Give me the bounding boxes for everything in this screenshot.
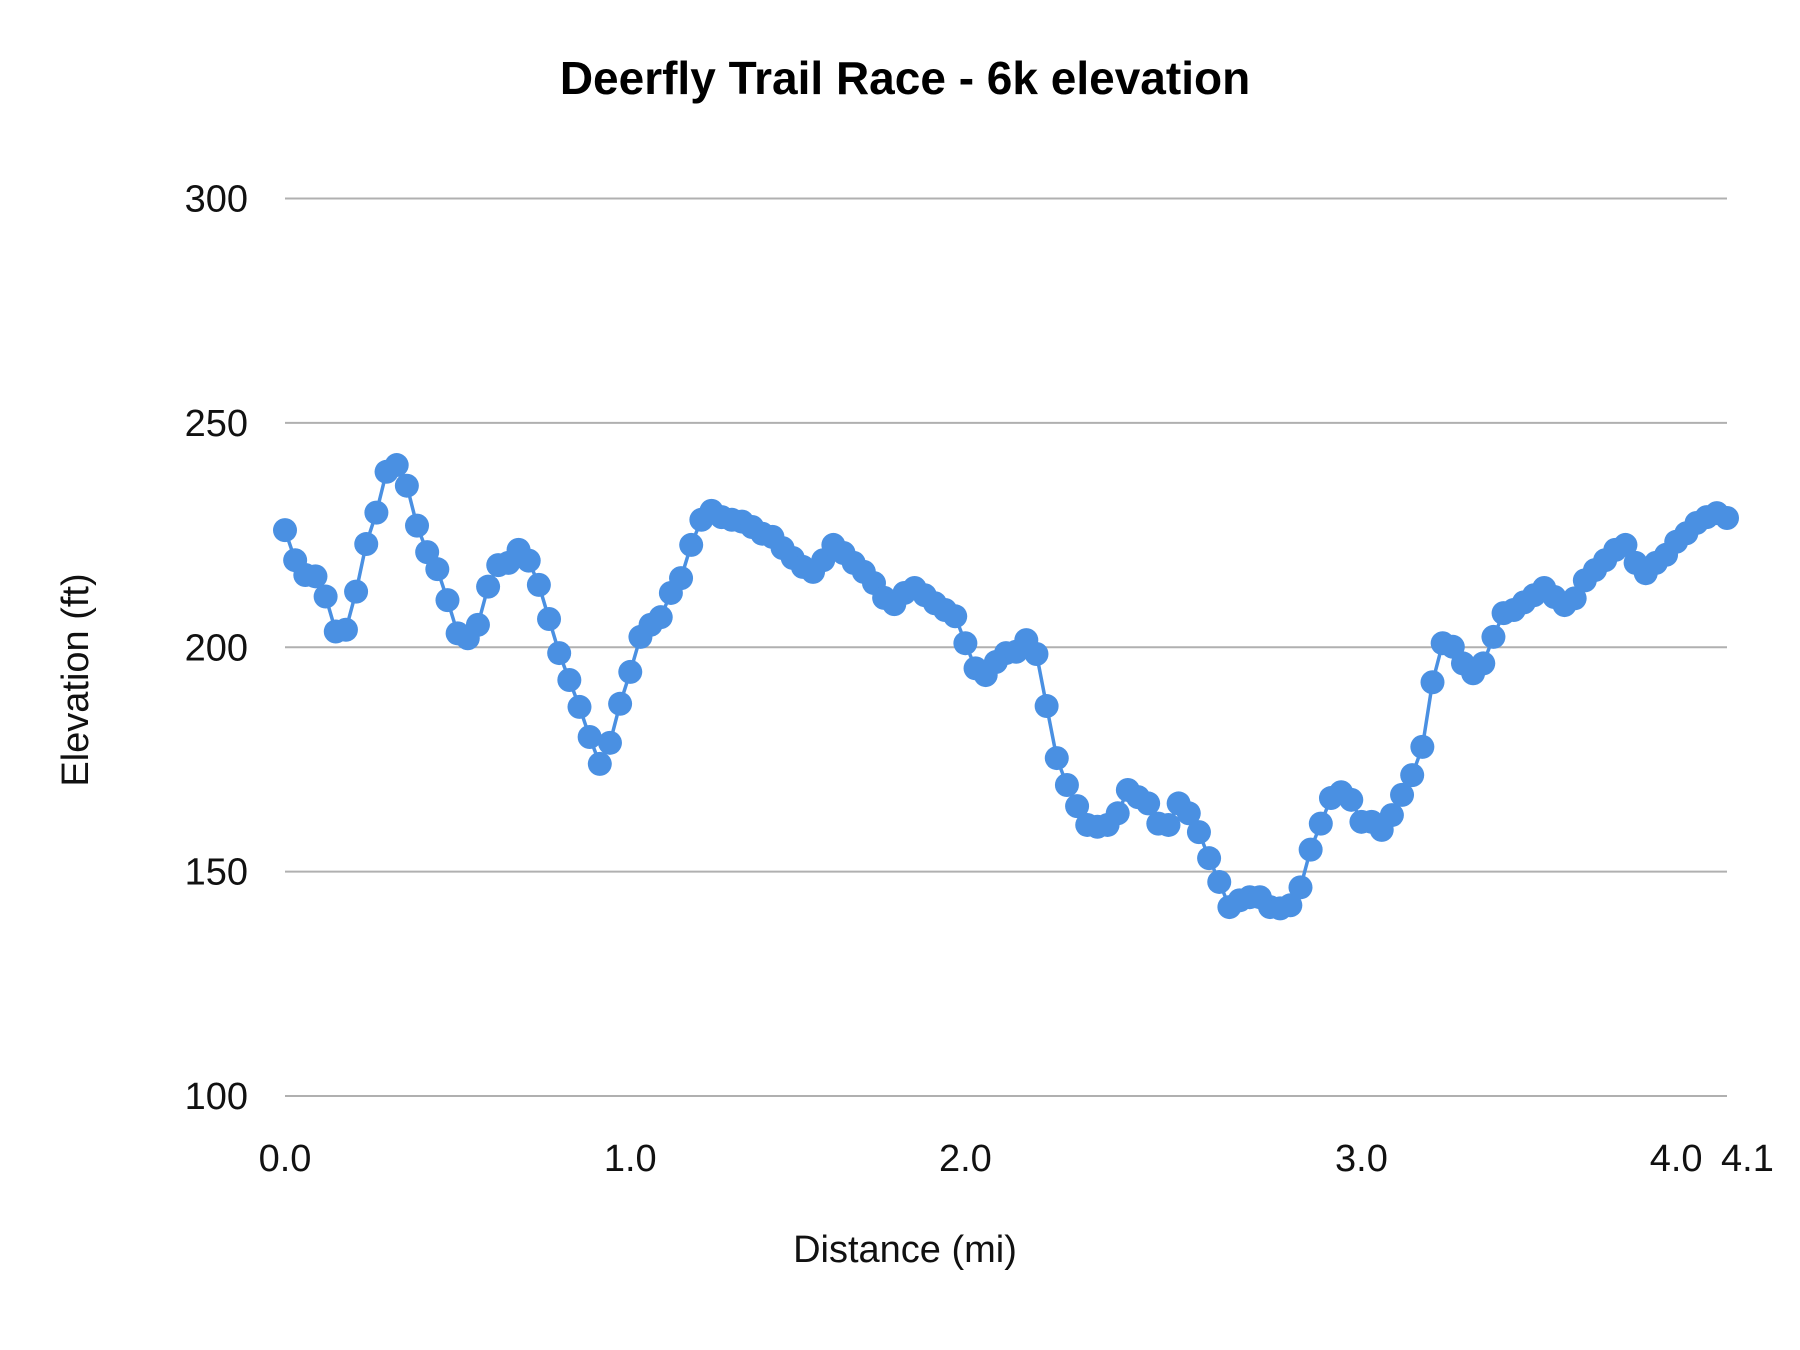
data-point: [669, 566, 694, 591]
data-point: [1065, 794, 1090, 819]
data-point: [679, 532, 704, 557]
data-point: [1390, 782, 1415, 807]
data-point: [1054, 773, 1079, 798]
data-point: [1410, 734, 1435, 759]
data-point: [465, 612, 490, 637]
x-tick-label: 4.0: [1650, 1138, 1703, 1180]
x-tick-label: 0.0: [259, 1138, 312, 1180]
elevation-series: [273, 453, 1739, 921]
y-tick-label: 300: [185, 179, 248, 221]
data-point: [587, 751, 612, 776]
data-point: [1379, 803, 1404, 828]
data-point: [547, 641, 572, 666]
x-axis-title: Distance (mi): [793, 1229, 1017, 1271]
data-point: [1715, 506, 1739, 531]
data-point: [608, 691, 633, 716]
data-point: [354, 532, 379, 557]
data-point: [1420, 670, 1445, 695]
data-point: [1400, 763, 1425, 788]
data-point: [364, 500, 389, 525]
data-point: [1044, 746, 1069, 771]
x-tick-label: 1.0: [604, 1138, 657, 1180]
elevation-line: [283, 463, 1728, 911]
data-point: [273, 518, 297, 543]
data-point: [943, 604, 968, 629]
data-point: [1288, 875, 1313, 900]
data-point: [394, 473, 419, 498]
data-point: [1471, 651, 1496, 676]
data-point: [557, 668, 582, 693]
data-point: [1481, 624, 1506, 649]
data-point: [577, 725, 602, 749]
data-point: [597, 730, 622, 755]
data-point: [425, 557, 450, 582]
data-point: [1562, 586, 1587, 611]
data-point: [618, 659, 643, 684]
data-point: [405, 513, 430, 538]
data-point: [344, 579, 369, 604]
x-tick-label: 3.0: [1335, 1138, 1388, 1180]
data-point: [1186, 820, 1211, 845]
x-axis-ticks: 0.0 1.0 2.0 3.0 4.0 4.1: [259, 1138, 1774, 1180]
data-point: [516, 548, 541, 573]
y-tick-label: 250: [185, 403, 248, 445]
data-point: [648, 605, 673, 630]
chart-title: Deerfly Trail Race - 6k elevation: [560, 52, 1250, 104]
data-point: [435, 588, 460, 613]
data-point: [303, 564, 328, 589]
data-point: [953, 631, 978, 656]
data-point: [1176, 801, 1201, 826]
y-axis-title: Elevation (ft): [55, 573, 97, 786]
data-point: [567, 694, 592, 719]
data-point: [1298, 837, 1323, 862]
data-point: [537, 606, 562, 631]
data-point: [1136, 791, 1161, 816]
data-point: [1197, 846, 1222, 871]
y-tick-label: 100: [185, 1076, 248, 1118]
data-point: [333, 617, 358, 642]
data-point: [1207, 869, 1232, 894]
data-point: [1613, 532, 1638, 557]
data-point: [476, 574, 501, 599]
y-tick-label: 150: [185, 852, 248, 894]
data-point: [1156, 812, 1181, 837]
data-point: [1278, 893, 1303, 918]
y-tick-label: 200: [185, 627, 248, 669]
data-point: [1034, 694, 1059, 719]
data-point: [1308, 811, 1333, 836]
data-point: [313, 584, 338, 609]
data-point: [526, 572, 551, 597]
data-point: [1105, 801, 1130, 826]
data-point: [1339, 787, 1364, 812]
x-tick-label: 4.1: [1721, 1138, 1774, 1180]
data-point: [384, 453, 409, 478]
data-point: [1024, 641, 1049, 666]
y-axis-ticks: 100 150 200 250 300: [185, 179, 248, 1119]
x-tick-label: 2.0: [939, 1138, 992, 1180]
